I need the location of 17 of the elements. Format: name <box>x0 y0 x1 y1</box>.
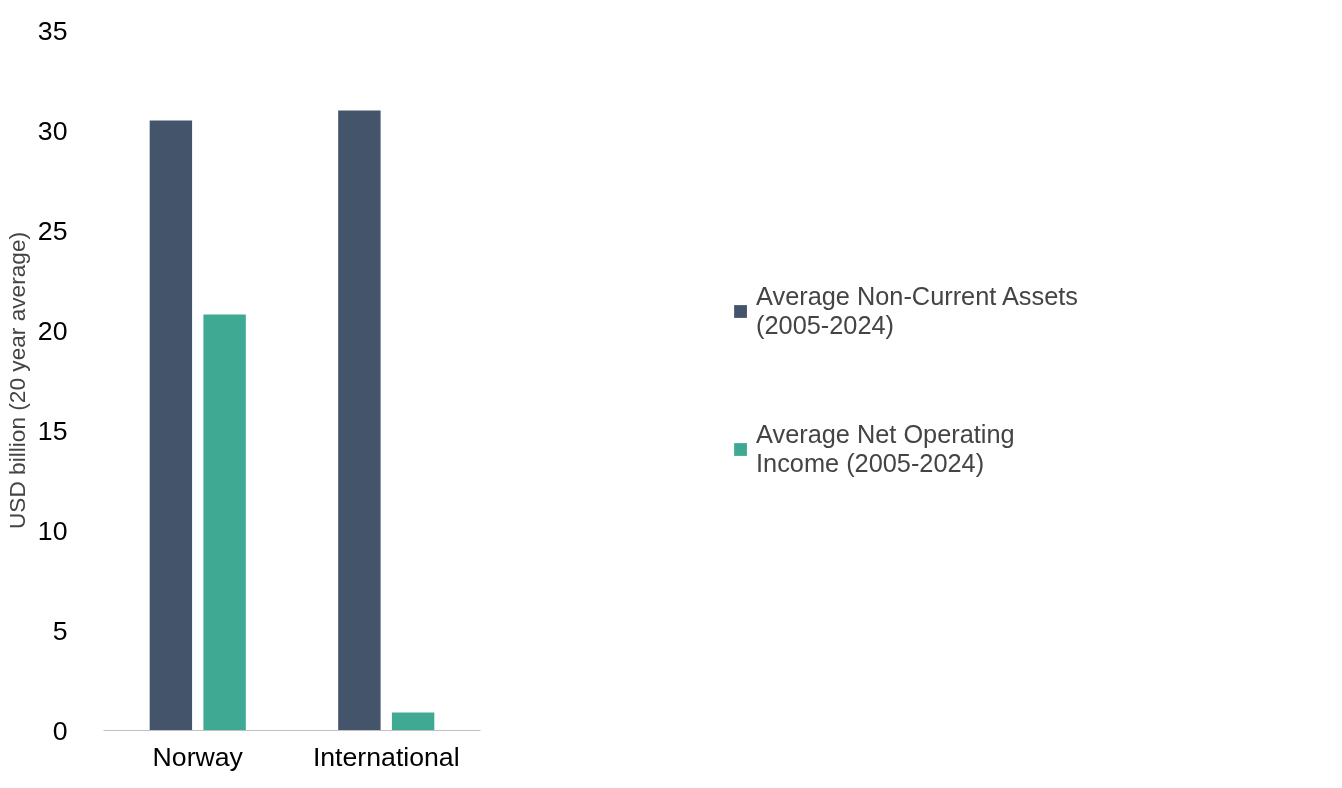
y-tick-label: 5 <box>52 615 68 646</box>
y-tick-label: 35 <box>37 15 68 46</box>
x-tick-label: International <box>312 741 460 772</box>
legend-label: Average Non-Current Assets (2005-2024) <box>756 282 1078 340</box>
y-tick-label: 25 <box>37 215 68 246</box>
bar <box>149 120 193 731</box>
bar <box>203 314 246 731</box>
legend-label: Average Net Operating Income (2005-2024) <box>756 420 1015 478</box>
y-tick-label: 0 <box>52 715 68 746</box>
y-tick-label: 15 <box>37 415 68 446</box>
bar <box>338 110 381 731</box>
y-axis-title: USD billion (20 year average) <box>3 231 30 530</box>
y-tick-label: 30 <box>37 115 68 146</box>
x-tick-label: Norway <box>152 741 244 772</box>
y-tick-label: 10 <box>37 515 68 546</box>
y-tick-label: 20 <box>37 315 68 346</box>
bar <box>391 712 435 731</box>
